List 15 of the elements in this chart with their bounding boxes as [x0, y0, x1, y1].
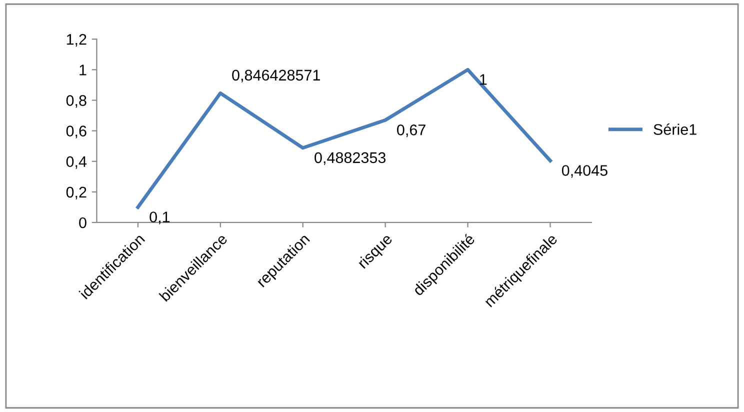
data-label: 0,4045 [562, 165, 608, 178]
y-tick-label: 1,2 [66, 34, 86, 47]
line-series [136, 68, 552, 209]
data-label: 0,67 [397, 124, 426, 138]
y-tick-label: 0,6 [66, 126, 86, 138]
y-tick-label: 0,2 [66, 186, 86, 200]
data-label: 1 [480, 74, 487, 85]
y-tick-label: 0,4 [66, 156, 87, 169]
legend-label: Série1 [654, 124, 696, 135]
data-label: 0,846428571 [232, 70, 320, 82]
y-tick-label: 1 [80, 64, 86, 76]
y-tick-label: 0,8 [66, 95, 86, 108]
y-tick-label: 0 [79, 217, 86, 228]
data-label: 0,4882353 [314, 152, 386, 165]
data-label: 0,1 [150, 212, 170, 224]
